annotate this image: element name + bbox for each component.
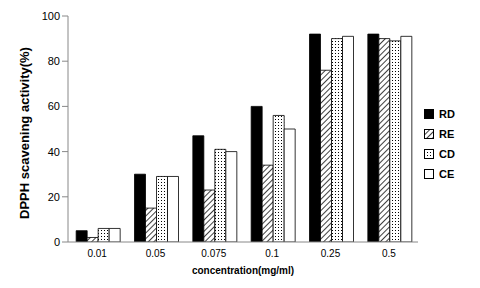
svg-text:100: 100 bbox=[42, 10, 60, 22]
svg-text:0.05: 0.05 bbox=[146, 248, 166, 259]
svg-text:concentration(mg/ml): concentration(mg/ml) bbox=[192, 265, 294, 276]
html-text:RE: RE bbox=[439, 128, 455, 140]
svg-text:0.25: 0.25 bbox=[321, 248, 341, 259]
html-text:RD: RD bbox=[439, 108, 455, 120]
svg-text:60: 60 bbox=[48, 100, 60, 112]
svg-text:0.5: 0.5 bbox=[382, 248, 396, 259]
svg-text:DPPH scavening activity(%): DPPH scavening activity(%) bbox=[17, 47, 32, 219]
svg-text:0.01: 0.01 bbox=[87, 248, 107, 259]
html-text:CE: CE bbox=[439, 168, 455, 180]
svg-text:0.075: 0.075 bbox=[201, 248, 226, 259]
svg-text:0.1: 0.1 bbox=[265, 248, 279, 259]
svg-text:80: 80 bbox=[48, 55, 60, 67]
svg-text:40: 40 bbox=[48, 146, 60, 158]
svg-text:0: 0 bbox=[54, 236, 60, 248]
svg-text:20: 20 bbox=[48, 191, 60, 203]
html-text:CD: CD bbox=[439, 148, 455, 160]
